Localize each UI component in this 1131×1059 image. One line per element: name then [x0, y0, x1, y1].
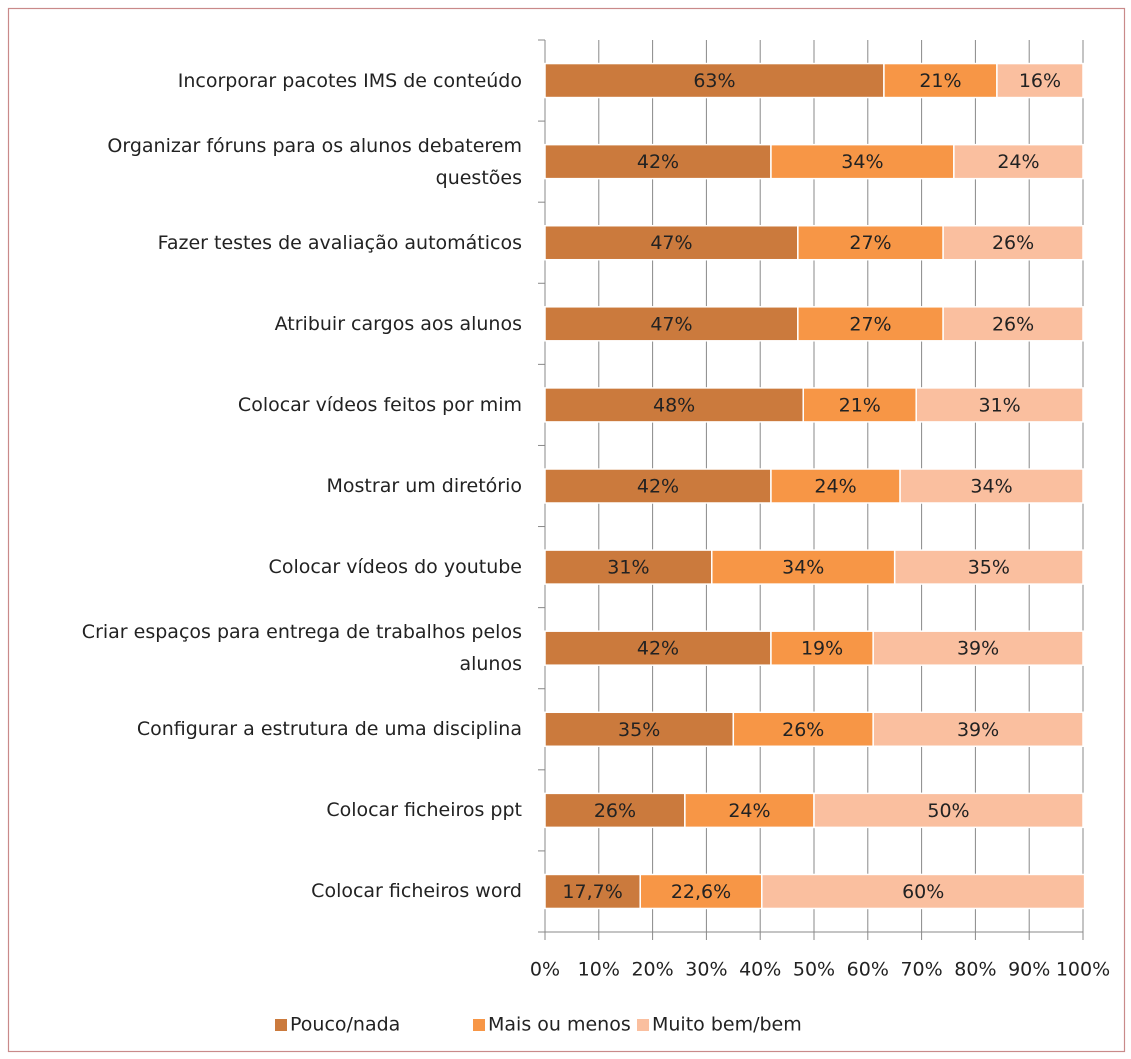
- bar-segment: [732, 711, 874, 748]
- bar-segment: [802, 387, 917, 423]
- data-label: 17,7%: [562, 881, 622, 903]
- data-label: 39%: [957, 638, 999, 660]
- data-label: 42%: [637, 638, 679, 660]
- x-tick-label: 10%: [578, 959, 620, 981]
- data-label: 34%: [841, 151, 883, 173]
- data-label: 26%: [594, 800, 636, 822]
- y-tick-label: Mostrar um diretório: [326, 475, 522, 497]
- data-label: 24%: [997, 151, 1039, 173]
- data-label: 60%: [902, 881, 944, 903]
- data-label: 22,6%: [671, 881, 731, 903]
- data-label: 42%: [637, 476, 679, 498]
- data-label: 21%: [919, 70, 961, 92]
- data-label: 50%: [927, 800, 969, 822]
- data-label: 19%: [801, 638, 843, 660]
- y-tick-label: Colocar vídeos do youtube: [268, 556, 522, 579]
- bar-segment: [813, 792, 1084, 829]
- data-label: 27%: [849, 232, 891, 254]
- legend-swatch: [637, 1019, 649, 1031]
- bar-segment: [544, 387, 804, 423]
- legend-swatch: [275, 1019, 287, 1031]
- chart-border: [7, 7, 1126, 1053]
- x-tick-label: 70%: [900, 959, 942, 981]
- bar-segment: [872, 711, 1084, 748]
- y-tick-label: Organizar fóruns para os alunos debatere…: [107, 134, 522, 189]
- bar-segment: [899, 468, 1084, 504]
- data-label: 34%: [970, 476, 1012, 498]
- data-label: 63%: [693, 70, 735, 92]
- legend-label: Mais ou menos: [488, 1014, 631, 1036]
- x-tick-label: 100%: [1056, 959, 1110, 981]
- bar-segment: [996, 62, 1084, 99]
- data-label: 24%: [728, 800, 770, 822]
- data-label: 31%: [978, 394, 1020, 416]
- bar-segment: [872, 630, 1084, 666]
- bar-segment: [711, 549, 896, 585]
- data-label: 42%: [637, 151, 679, 173]
- bar-segment: [544, 873, 641, 910]
- data-label: 47%: [650, 232, 692, 254]
- bar-segment: [942, 224, 1084, 261]
- data-label: 34%: [782, 557, 824, 579]
- data-label: 16%: [1019, 70, 1061, 92]
- bar-segment: [797, 224, 944, 261]
- data-label: 26%: [992, 232, 1034, 254]
- bar-segment: [770, 143, 955, 180]
- bar-segment: [544, 630, 772, 666]
- bar-segment: [770, 468, 901, 504]
- data-label: 39%: [957, 719, 999, 741]
- data-label: 21%: [839, 394, 881, 416]
- legend-label: Muito bem/bem: [652, 1014, 802, 1036]
- bar-segment: [544, 224, 799, 261]
- x-tick-label: 20%: [631, 959, 673, 981]
- data-label: 48%: [653, 394, 695, 416]
- bar-segment: [544, 792, 686, 829]
- y-tick-label: Colocar vídeos feitos por mim: [237, 393, 522, 416]
- y-tick-label: Fazer testes de avaliação automáticos: [157, 231, 522, 254]
- x-tick-label: 80%: [954, 959, 996, 981]
- bar-segment: [639, 873, 763, 910]
- data-label: 47%: [650, 313, 692, 335]
- bar-segment: [883, 62, 998, 99]
- data-label: 26%: [782, 719, 824, 741]
- bar-segment: [544, 549, 713, 585]
- y-tick-label: Atribuir cargos aos alunos: [274, 312, 522, 335]
- data-label: 26%: [992, 313, 1034, 335]
- y-tick-label: Colocar ficheiros ppt: [326, 799, 522, 822]
- bar-segment: [544, 143, 772, 180]
- y-tick-label: Configurar a estrutura de uma disciplina: [136, 718, 522, 741]
- bar-segment: [942, 306, 1084, 342]
- y-tick-label: Criar espaços para entrega de trabalhos …: [81, 621, 522, 676]
- bar-segment: [893, 549, 1084, 585]
- x-tick-label: 50%: [793, 959, 835, 981]
- legend-label: Pouco/nada: [290, 1014, 400, 1036]
- x-tick-label: 30%: [685, 959, 727, 981]
- bar-segment: [544, 306, 799, 342]
- data-label: 35%: [968, 557, 1010, 579]
- data-label: 24%: [814, 476, 856, 498]
- y-tick-label: Colocar ficheiros word: [311, 880, 522, 903]
- legend-swatch: [473, 1019, 485, 1031]
- x-tick-label: 60%: [847, 959, 889, 981]
- data-label: 35%: [618, 719, 660, 741]
- bar-segment: [770, 630, 874, 666]
- y-tick-label: Incorporar pacotes IMS de conteúdo: [177, 69, 522, 92]
- x-tick-label: 40%: [739, 959, 781, 981]
- bar-segment: [544, 468, 772, 504]
- bar-segment: [544, 711, 735, 748]
- bar-segment: [953, 143, 1084, 180]
- x-tick-label: 90%: [1008, 959, 1050, 981]
- bar-segment: [544, 62, 885, 99]
- x-tick-label: 0%: [530, 959, 560, 981]
- bar-segment: [761, 873, 1086, 910]
- data-label: 27%: [849, 313, 891, 335]
- bar-segment: [915, 387, 1084, 423]
- data-label: 31%: [607, 557, 649, 579]
